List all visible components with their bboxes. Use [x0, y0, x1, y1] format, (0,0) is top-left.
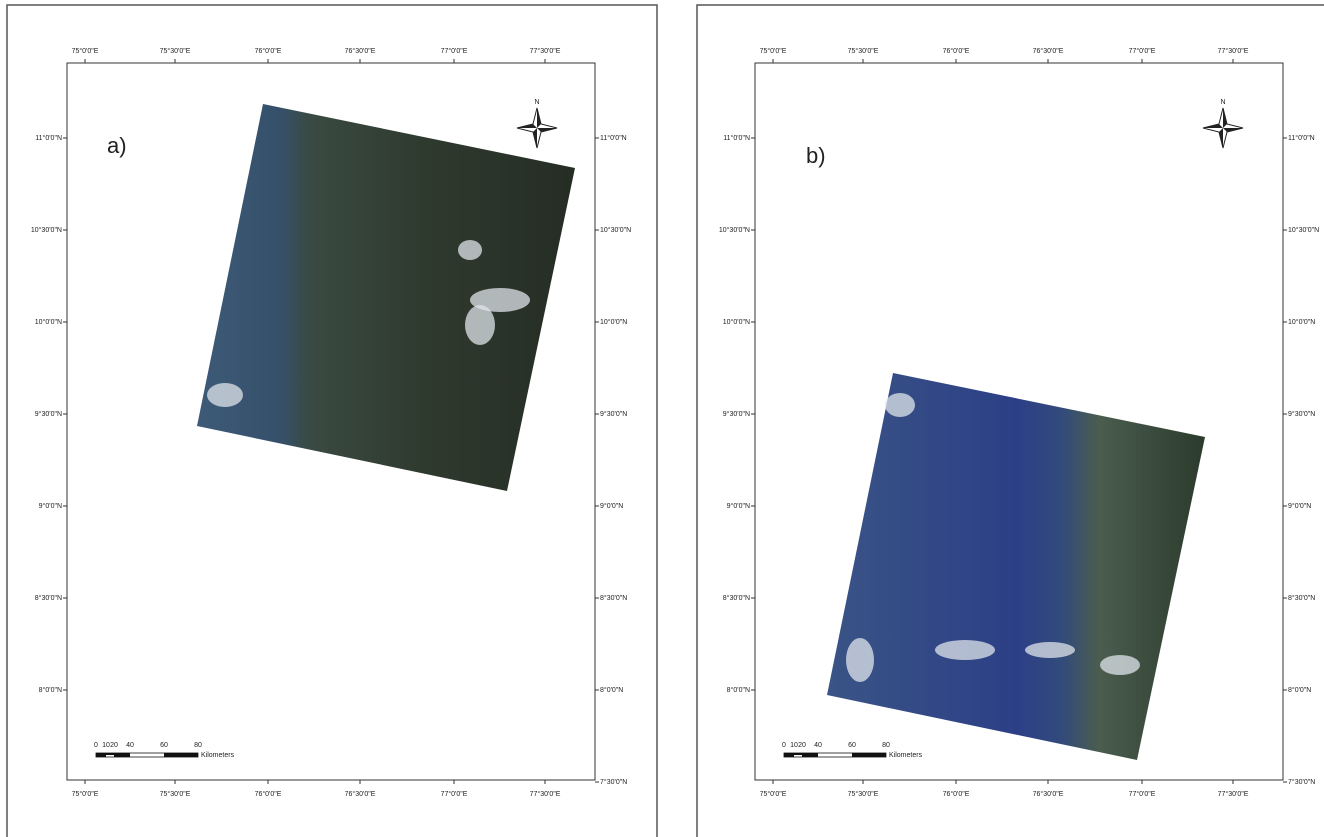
top-tick-label: 76°30'0"E	[345, 47, 376, 55]
north-label: N	[534, 99, 539, 106]
right-tick-label: 9°30'0"N	[1288, 410, 1315, 418]
left-tick-label: 8°30'0"N	[35, 594, 62, 602]
scale-label: 20	[110, 742, 118, 749]
bottom-tick-label: 76°0'0"E	[255, 790, 282, 798]
bottom-tick-label: 76°30'0"E	[1033, 790, 1064, 798]
scale-label: 60	[848, 742, 856, 749]
top-tick-label: 76°0'0"E	[255, 47, 282, 55]
panel-label: a)	[107, 133, 127, 158]
right-tick-label: 9°30'0"N	[600, 410, 627, 418]
left-tick-label: 11°0'0"N	[723, 134, 750, 142]
left-tick-label: 9°30'0"N	[723, 410, 750, 418]
right-tick-label: 7°30'0"N	[1288, 778, 1315, 786]
top-tick-label: 77°0'0"E	[441, 47, 468, 55]
cloud	[1025, 642, 1075, 658]
left-tick-label: 9°0'0"N	[727, 502, 750, 510]
cloud	[935, 640, 995, 660]
bottom-tick-label: 76°30'0"E	[345, 790, 376, 798]
right-tick-label: 10°0'0"N	[1288, 318, 1315, 326]
scale-unit: Kilometers	[201, 752, 235, 759]
left-tick-label: 10°0'0"N	[723, 318, 750, 326]
cloud	[458, 240, 482, 260]
top-tick-label: 75°0'0"E	[760, 47, 787, 55]
right-tick-label: 11°0'0"N	[600, 134, 627, 142]
top-tick-label: 76°30'0"E	[1033, 47, 1064, 55]
left-tick-label: 10°0'0"N	[35, 318, 62, 326]
right-tick-label: 8°0'0"N	[600, 686, 623, 694]
bottom-tick-label: 75°0'0"E	[760, 790, 787, 798]
right-tick-label: 8°0'0"N	[1288, 686, 1311, 694]
left-tick-label: 10°30'0"N	[31, 226, 62, 234]
top-tick-label: 75°30'0"E	[160, 47, 191, 55]
scale-segment	[106, 753, 114, 755]
left-tick-label: 8°0'0"N	[39, 686, 62, 694]
bottom-tick-label: 75°0'0"E	[72, 790, 99, 798]
bottom-tick-label: 77°30'0"E	[1218, 790, 1249, 798]
top-tick-label: 77°30'0"E	[1218, 47, 1249, 55]
map-panel: 75°0'0"E 75°30'0"E 76°0'0"E 76°30'0"E 77°0'0…	[7, 5, 657, 837]
left-tick-label: 10°30'0"N	[719, 226, 750, 234]
scale-label: 0	[94, 742, 98, 749]
top-tick-label: 77°0'0"E	[1129, 47, 1156, 55]
scale-label: 40	[126, 742, 134, 749]
bottom-tick-label: 77°0'0"E	[441, 790, 468, 798]
cloud	[885, 393, 915, 417]
scale-label: 60	[160, 742, 168, 749]
figure: 75°0'0"E 75°30'0"E 76°0'0"E 76°30'0"E 77°0'0…	[0, 0, 1324, 837]
top-tick-label: 76°0'0"E	[943, 47, 970, 55]
right-tick-label: 10°30'0"N	[1288, 226, 1319, 234]
bottom-tick-label: 77°30'0"E	[530, 790, 561, 798]
right-tick-label: 10°0'0"N	[600, 318, 627, 326]
scale-label: 0	[782, 742, 786, 749]
cloud	[207, 383, 243, 407]
scale-segment	[802, 753, 818, 757]
cloud	[846, 638, 874, 682]
bottom-tick-label: 77°0'0"E	[1129, 790, 1156, 798]
right-tick-label: 9°0'0"N	[1288, 502, 1311, 510]
left-tick-label: 9°0'0"N	[39, 502, 62, 510]
bottom-tick-label: 75°30'0"E	[848, 790, 879, 798]
panel-label: b)	[806, 143, 826, 168]
scale-label: 10	[102, 742, 110, 749]
top-tick-label: 75°30'0"E	[848, 47, 879, 55]
right-tick-label: 7°30'0"N	[600, 778, 627, 786]
scale-segment	[784, 753, 794, 757]
satellite-image	[827, 373, 1205, 760]
right-tick-label: 8°30'0"N	[1288, 594, 1315, 602]
right-tick-label: 8°30'0"N	[600, 594, 627, 602]
cloud	[1100, 655, 1140, 675]
scale-label: 10	[790, 742, 798, 749]
left-tick-label: 9°30'0"N	[35, 410, 62, 418]
scale-label: 80	[882, 742, 890, 749]
scale-segment	[114, 753, 130, 757]
scale-label: 40	[814, 742, 822, 749]
scale-unit: Kilometers	[889, 752, 923, 759]
scale-segment	[164, 753, 198, 757]
scale-segment	[852, 753, 886, 757]
north-label: N	[1220, 99, 1225, 106]
cloud	[465, 305, 495, 345]
scale-label: 20	[798, 742, 806, 749]
bottom-tick-label: 75°30'0"E	[160, 790, 191, 798]
scale-segment	[96, 753, 106, 757]
top-tick-label: 75°0'0"E	[72, 47, 99, 55]
page: {"panels":[ {"label":"a)", "top_ticks":[…	[0, 0, 1324, 837]
right-tick-label: 9°0'0"N	[600, 502, 623, 510]
right-tick-label: 11°0'0"N	[1288, 134, 1315, 142]
scale-label: 80	[194, 742, 202, 749]
map-panel: 75°0'0"E 75°30'0"E 76°0'0"E 76°30'0"E 77°0'0…	[697, 5, 1324, 837]
left-tick-label: 11°0'0"N	[35, 134, 62, 142]
left-tick-label: 8°0'0"N	[727, 686, 750, 694]
left-tick-label: 8°30'0"N	[723, 594, 750, 602]
right-tick-label: 10°30'0"N	[600, 226, 631, 234]
scale-segment	[794, 753, 802, 755]
top-tick-label: 77°30'0"E	[530, 47, 561, 55]
bottom-tick-label: 76°0'0"E	[943, 790, 970, 798]
